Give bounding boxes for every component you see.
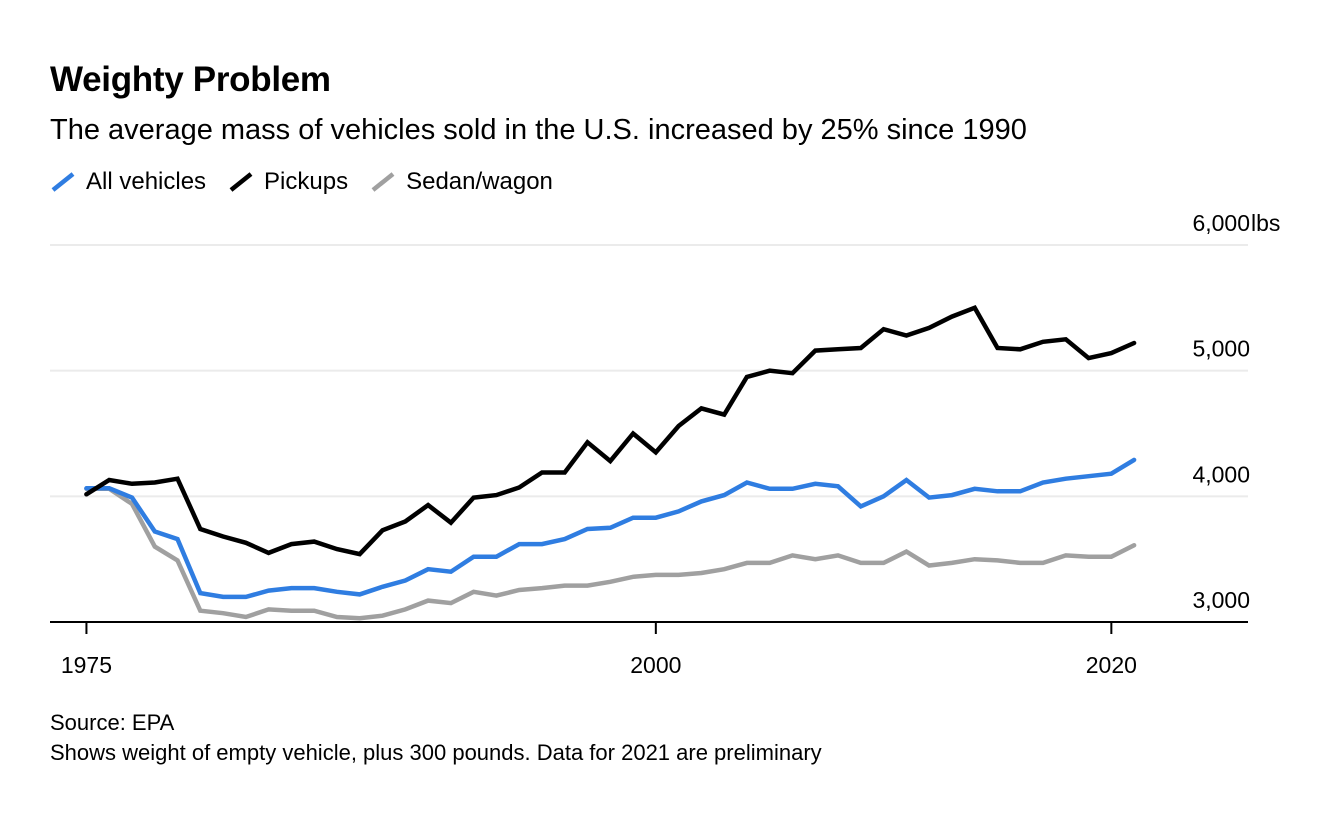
y-tick-label: 3,000 — [1192, 587, 1250, 613]
series-lines — [84, 305, 1137, 621]
legend-label: All vehicles — [86, 168, 207, 195]
chart-subtitle: The average mass of vehicles sold in the… — [50, 114, 1027, 146]
x-tick-label: 2000 — [630, 652, 681, 678]
series-line-all-vehicles — [84, 457, 1137, 600]
source-note: Source: EPA — [50, 710, 175, 735]
gridlines — [50, 244, 1248, 498]
legend-swatch-icon — [371, 172, 395, 192]
x-tick-label: 1975 — [61, 652, 112, 678]
x-axis: 1975 2000 2020 — [50, 621, 1248, 678]
legend-swatch-icon — [229, 172, 253, 192]
footnote: Shows weight of empty vehicle, plus 300 … — [50, 740, 822, 765]
legend: All vehicles Pickups Sedan/wagon — [50, 168, 575, 196]
series-line-pickups — [84, 305, 1137, 557]
legend-item-all-vehicles: All vehicles — [50, 168, 206, 196]
legend-item-sedan-wagon: Sedan/wagon — [370, 168, 553, 196]
legend-item-pickups: Pickups — [228, 168, 348, 196]
series-line-sedan-wagon — [84, 486, 1137, 621]
y-axis-labels: 3,000 4,000 5,000 6,000 lbs — [1192, 210, 1280, 613]
legend-label: Pickups — [264, 168, 349, 195]
y-unit-label: lbs — [1251, 210, 1280, 236]
x-tick-label: 2020 — [1086, 652, 1137, 678]
y-tick-label: 5,000 — [1192, 336, 1250, 362]
legend-swatch-icon — [51, 172, 75, 192]
y-tick-label: 6,000 — [1192, 210, 1250, 236]
y-tick-label: 4,000 — [1192, 461, 1250, 487]
legend-label: Sedan/wagon — [406, 168, 553, 195]
chart-title: Weighty Problem — [50, 60, 331, 99]
